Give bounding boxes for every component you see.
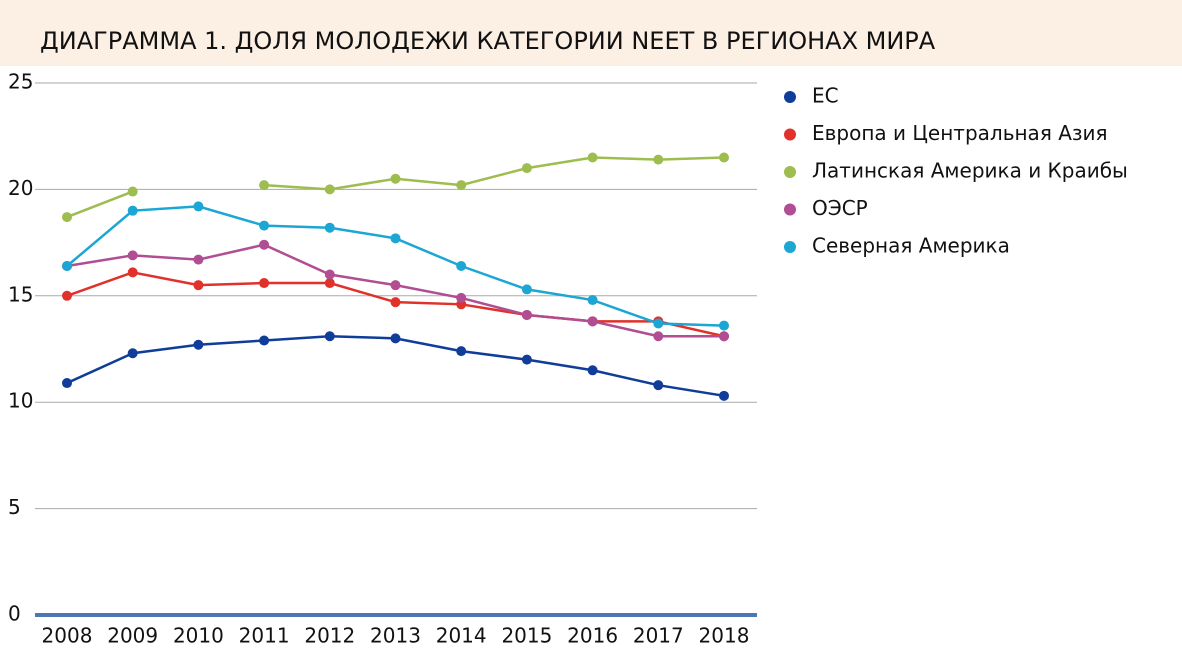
legend-label: ЕС	[812, 84, 839, 108]
data-point	[390, 280, 401, 291]
data-point	[456, 292, 467, 303]
data-point	[62, 261, 72, 272]
y-tick-label: 5	[8, 495, 21, 519]
data-point	[719, 390, 729, 401]
legend-marker	[784, 203, 796, 216]
legend-marker	[784, 91, 796, 103]
data-point	[653, 154, 664, 165]
data-point	[719, 320, 729, 331]
x-tick-label: 2008	[42, 624, 93, 648]
data-point	[259, 180, 270, 191]
data-point	[719, 331, 729, 342]
data-point	[456, 346, 467, 357]
data-point	[587, 316, 598, 327]
data-point	[521, 163, 532, 174]
data-point	[62, 212, 72, 223]
data-point	[62, 378, 72, 389]
data-point	[653, 331, 664, 342]
data-point	[127, 348, 138, 359]
x-tick-label: 2015	[501, 624, 552, 648]
data-point	[587, 295, 598, 306]
data-point	[127, 186, 138, 197]
x-tick-label: 2016	[567, 624, 618, 648]
legend-marker	[784, 166, 796, 178]
x-tick-label: 2017	[633, 624, 684, 648]
data-point	[390, 297, 401, 308]
data-point	[324, 269, 335, 280]
data-point	[259, 335, 270, 346]
x-tick-label: 2013	[370, 624, 421, 648]
data-point	[193, 339, 204, 350]
data-point	[587, 365, 598, 376]
data-point	[390, 333, 401, 344]
title-banner	[0, 0, 1182, 66]
legend-label: Северная Америка	[812, 234, 1010, 258]
x-tick-label: 2014	[436, 624, 487, 648]
series-line	[66, 334, 725, 398]
data-point	[324, 331, 335, 342]
data-point	[456, 261, 467, 272]
x-tick-label: 2010	[173, 624, 224, 648]
legend-label: Латинская Америка и Краибы	[812, 159, 1128, 183]
data-point	[193, 201, 204, 212]
y-tick-label: 15	[8, 282, 33, 306]
data-point	[390, 173, 401, 184]
y-tick-label: 25	[8, 70, 33, 94]
data-point	[259, 278, 270, 289]
data-point	[127, 250, 138, 261]
data-point	[719, 152, 729, 163]
x-tick-label: 2011	[239, 624, 290, 648]
x-tick-label: 2012	[304, 624, 355, 648]
data-point	[193, 280, 204, 291]
data-point	[521, 284, 532, 295]
x-tick-label: 2009	[107, 624, 158, 648]
data-point	[653, 318, 664, 329]
chart-title: ДИАГРАММА 1. ДОЛЯ МОЛОДЕЖИ КАТЕГОРИИ NEE…	[40, 27, 936, 55]
data-point	[653, 380, 664, 391]
data-point	[324, 184, 335, 195]
series-line	[66, 205, 725, 327]
data-point	[259, 220, 270, 231]
data-point	[259, 239, 270, 250]
data-point	[127, 267, 138, 278]
legend-label: ОЭСР	[812, 196, 868, 220]
data-point	[587, 152, 598, 163]
data-point	[521, 309, 532, 320]
y-tick-label: 0	[8, 602, 21, 626]
data-point	[390, 233, 401, 244]
data-point	[62, 290, 72, 301]
legend-marker	[784, 241, 796, 253]
data-point	[193, 254, 204, 265]
legend-marker	[784, 128, 796, 141]
data-point	[324, 278, 335, 289]
series-line	[66, 156, 725, 219]
data-point	[456, 180, 467, 191]
legend-label: Европа и Центральная Азия	[812, 121, 1108, 145]
data-point	[127, 205, 138, 216]
data-point	[521, 354, 532, 365]
y-tick-label: 10	[8, 389, 33, 413]
data-point	[324, 222, 335, 233]
x-tick-label: 2018	[699, 624, 750, 648]
y-tick-label: 20	[8, 176, 33, 200]
